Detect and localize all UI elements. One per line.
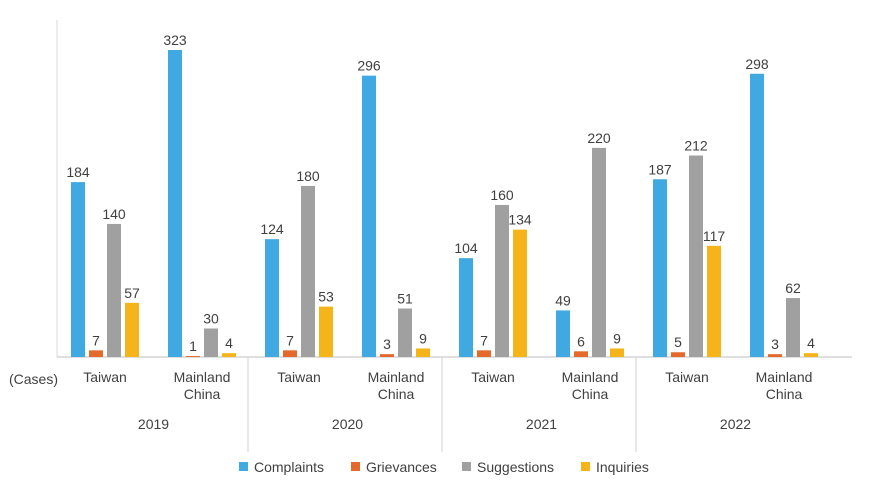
- bar-inquiries-2021-taiwan: [513, 229, 527, 357]
- bar-suggestions-2022-taiwan: [689, 155, 703, 357]
- value-label: 4: [807, 335, 815, 351]
- value-label: 296: [357, 58, 381, 74]
- value-label: 212: [684, 138, 708, 154]
- category-label: Mainland China: [174, 369, 231, 402]
- value-label: 30: [203, 310, 219, 326]
- bar-suggestions-2019-mainland-china: [204, 328, 218, 357]
- unit-label: (Cases): [9, 371, 58, 387]
- value-label: 53: [318, 289, 334, 305]
- legend-label: Inquiries: [596, 459, 649, 475]
- value-label: 4: [225, 335, 233, 351]
- category-label: Mainland China: [756, 369, 813, 402]
- value-label: 117: [703, 228, 726, 244]
- value-label: 134: [508, 212, 532, 228]
- value-label: 160: [490, 187, 514, 203]
- value-label: 124: [260, 221, 284, 237]
- bar-grievances-2019-mainland-china: [186, 356, 200, 357]
- bar-inquiries-2021-mainland-china: [610, 348, 624, 357]
- value-label: 220: [587, 130, 611, 146]
- bar-suggestions-2020-mainland-china: [398, 308, 412, 357]
- bar-complaints-2020-taiwan: [265, 239, 279, 357]
- category-label: Taiwan: [277, 369, 321, 385]
- year-label: 2022: [720, 416, 751, 432]
- value-label: 62: [785, 280, 801, 296]
- bar-grievances-2022-taiwan: [671, 352, 685, 357]
- bar-suggestions-2019-taiwan: [107, 223, 121, 357]
- value-label: 6: [577, 333, 585, 349]
- bar-inquiries-2020-taiwan: [319, 306, 333, 357]
- year-labels-layer: 2019 2020 2021 2022: [138, 416, 751, 432]
- value-label: 7: [480, 332, 488, 348]
- legend-label: Suggestions: [477, 459, 554, 475]
- bar-inquiries-2022-taiwan: [707, 245, 721, 357]
- year-label: 2019: [138, 416, 169, 432]
- category-label: Taiwan: [471, 369, 515, 385]
- value-label: 140: [102, 206, 126, 222]
- bar-suggestions-2020-taiwan: [301, 185, 315, 357]
- bar-grievances-2020-mainland-china: [380, 354, 394, 357]
- year-label: 2021: [526, 416, 557, 432]
- value-label: 323: [163, 32, 187, 48]
- value-label: 5: [674, 334, 682, 350]
- bar-complaints-2021-taiwan: [459, 258, 473, 357]
- category-labels-layer: Taiwan Mainland China Taiwan Mainland China Ta…: [83, 369, 812, 402]
- value-label: 49: [555, 292, 571, 308]
- value-label: 104: [454, 240, 478, 256]
- bar-complaints-2022-taiwan: [653, 179, 667, 357]
- category-label: Taiwan: [665, 369, 709, 385]
- category-label: Taiwan: [83, 369, 127, 385]
- bar-suggestions-2021-mainland-china: [592, 147, 606, 357]
- value-label: 180: [296, 168, 320, 184]
- category-label: Mainland China: [562, 369, 619, 402]
- value-label: 9: [419, 330, 427, 346]
- year-label: 2020: [332, 416, 363, 432]
- value-label: 51: [397, 291, 413, 307]
- bar-complaints-2019-taiwan: [71, 182, 85, 357]
- value-label: 187: [648, 161, 672, 177]
- bar-grievances-2019-taiwan: [89, 350, 103, 357]
- value-label: 298: [745, 56, 769, 72]
- group-separators-layer: [247, 357, 637, 452]
- bar-inquiries-2019-taiwan: [125, 302, 139, 357]
- legend-label: Complaints: [254, 459, 324, 475]
- value-label: 9: [613, 330, 621, 346]
- bar-complaints-2019-mainland-china: [168, 50, 182, 357]
- bar-grievances-2022-mainland-china: [768, 354, 782, 357]
- value-label: 184: [66, 164, 90, 180]
- bar-inquiries-2022-mainland-china: [804, 353, 818, 357]
- bar-grievances-2021-mainland-china: [574, 351, 588, 357]
- value-label: 57: [124, 285, 140, 301]
- value-labels-layer: 1847140573231304124718053296351910471601…: [66, 32, 815, 354]
- bar-inquiries-2020-mainland-china: [416, 348, 430, 357]
- value-label: 7: [286, 332, 294, 348]
- legend: Complaints Grievances Suggestions Inquiries: [239, 459, 649, 475]
- bar-suggestions-2022-mainland-china: [786, 298, 800, 357]
- legend-swatch: [351, 462, 360, 471]
- value-label: 1: [189, 338, 197, 354]
- legend-swatch: [462, 462, 471, 471]
- legend-label: Grievances: [366, 459, 437, 475]
- value-label: 7: [92, 332, 100, 348]
- bar-complaints-2020-mainland-china: [362, 75, 376, 357]
- bar-suggestions-2021-taiwan: [495, 204, 509, 357]
- value-label: 3: [771, 336, 779, 352]
- legend-swatch: [581, 462, 590, 471]
- legend-swatch: [239, 462, 248, 471]
- bar-complaints-2021-mainland-china: [556, 310, 570, 357]
- bar-grievances-2021-taiwan: [477, 350, 491, 357]
- bars-layer: [71, 50, 818, 358]
- bar-grievances-2020-taiwan: [283, 350, 297, 357]
- bar-complaints-2022-mainland-china: [750, 73, 764, 358]
- category-label: Mainland China: [368, 369, 425, 402]
- bar-inquiries-2019-mainland-china: [222, 353, 236, 357]
- value-label: 3: [383, 336, 391, 352]
